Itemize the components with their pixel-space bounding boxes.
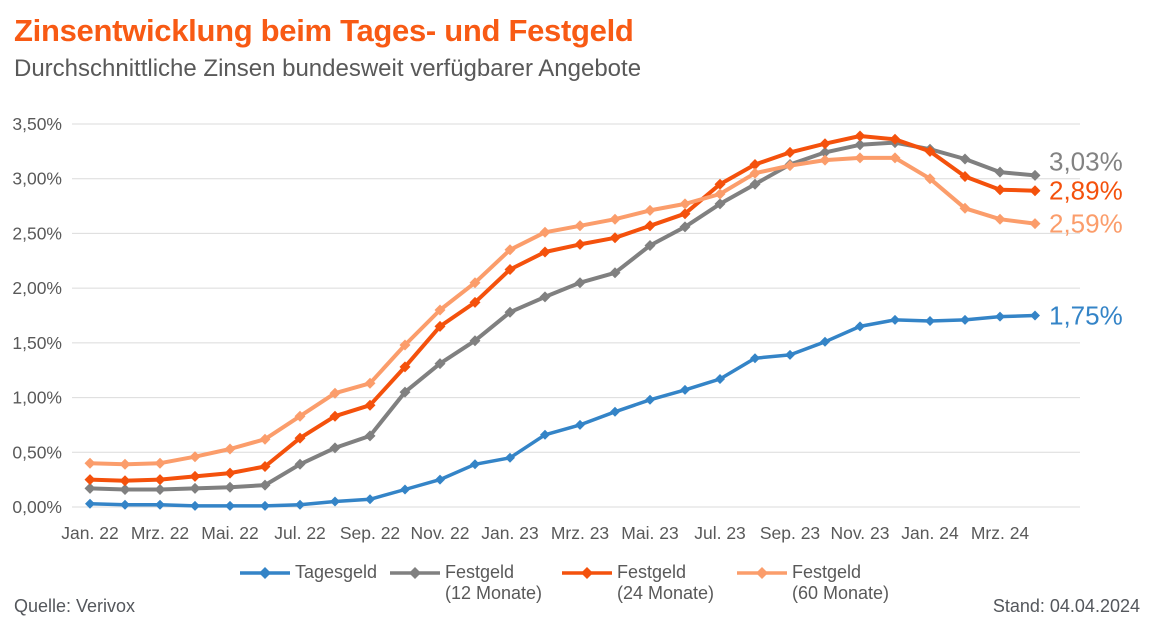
y-axis-tick-label: 3,00% [12, 169, 62, 189]
x-axis-tick-label: Mrz. 23 [551, 523, 609, 543]
legend-sublabel: (12 Monate) [445, 583, 543, 603]
end-value-label-festgeld-60: 2,59% [1049, 209, 1123, 239]
x-axis-tick-label: Mai. 23 [621, 523, 678, 543]
y-axis-tick-label: 1,00% [12, 388, 62, 408]
series-markers-festgeld-60 [84, 152, 1041, 470]
x-axis-tick-label: Jul. 22 [274, 523, 326, 543]
legend-item-festgeld-60: Festgeld (60 Monate) [737, 562, 889, 604]
legend-sublabel: (60 Monate) [792, 583, 890, 603]
legend-swatch-blue-line-icon [240, 567, 290, 579]
x-axis-tick-label: Jul. 23 [694, 523, 746, 543]
end-value-label-festgeld-24: 2,89% [1049, 176, 1123, 206]
legend-label: Festgeld [617, 562, 687, 582]
legend-item-festgeld-24: Festgeld (24 Monate) [562, 562, 714, 604]
page-subtitle: Durchschnittliche Zinsen bundesweit verf… [14, 55, 642, 82]
x-axis-tick-label: Jan. 24 [901, 523, 959, 543]
series-line-festgeld-12 [88, 140, 1037, 492]
y-axis-tick-label: 1,50% [12, 333, 62, 353]
legend-label: Festgeld [445, 562, 515, 582]
x-axis-tick-label: Jan. 22 [61, 523, 118, 543]
series-line-tagesgeld [88, 313, 1037, 508]
end-value-label-tagesgeld: 1,75% [1049, 300, 1123, 330]
date-note: Stand: 04.04.2024 [992, 596, 1140, 616]
x-axis-tick-label: Mrz. 24 [971, 523, 1030, 543]
x-axis-tick-label: Jan. 23 [481, 523, 538, 543]
y-axis-tick-label: 2,50% [12, 223, 62, 243]
page-title: Zinsentwicklung beim Tages- und Festgeld [14, 13, 634, 48]
chart-legend: Tagesgeld Festgeld (12 Monate) Festgeld (24 … [0, 562, 1156, 622]
legend-swatch-gray-line-icon [390, 567, 440, 579]
x-axis-tick-label: Sep. 23 [760, 523, 820, 543]
y-axis-tick-label: 2,00% [12, 278, 62, 298]
legend-item-festgeld-12: Festgeld (12 Monate) [390, 562, 542, 604]
y-axis-tick-label: 0,50% [12, 442, 62, 462]
series-markers-festgeld-12 [84, 137, 1041, 495]
x-axis-tick-label: Sep. 22 [340, 523, 400, 543]
series-markers-tagesgeld [85, 310, 1040, 511]
series-markers-festgeld-24 [84, 130, 1041, 487]
series-line-festgeld-24 [88, 134, 1037, 483]
legend-swatch-lightorange-line-icon [737, 567, 787, 579]
x-axis-tick-label: Mrz. 22 [131, 523, 189, 543]
x-axis-tick-label: Mai. 22 [201, 523, 258, 543]
x-axis-tick-label: Nov. 22 [410, 523, 469, 543]
legend-label: Tagesgeld [295, 562, 378, 582]
source-note: Quelle: Verivox [14, 596, 136, 616]
legend-sublabel: (24 Monate) [617, 583, 715, 603]
y-axis-tick-label: 0,00% [12, 497, 62, 517]
legend-swatch-orange-line-icon [562, 567, 612, 579]
y-axis-tick-label: 3,50% [12, 114, 62, 134]
x-axis-tick-label: Nov. 23 [830, 523, 889, 543]
end-value-label-festgeld-12: 3,03% [1049, 147, 1123, 177]
legend-item-tagesgeld: Tagesgeld [240, 562, 377, 583]
series-line-festgeld-60 [88, 155, 1037, 467]
legend-label: Festgeld [792, 562, 862, 582]
